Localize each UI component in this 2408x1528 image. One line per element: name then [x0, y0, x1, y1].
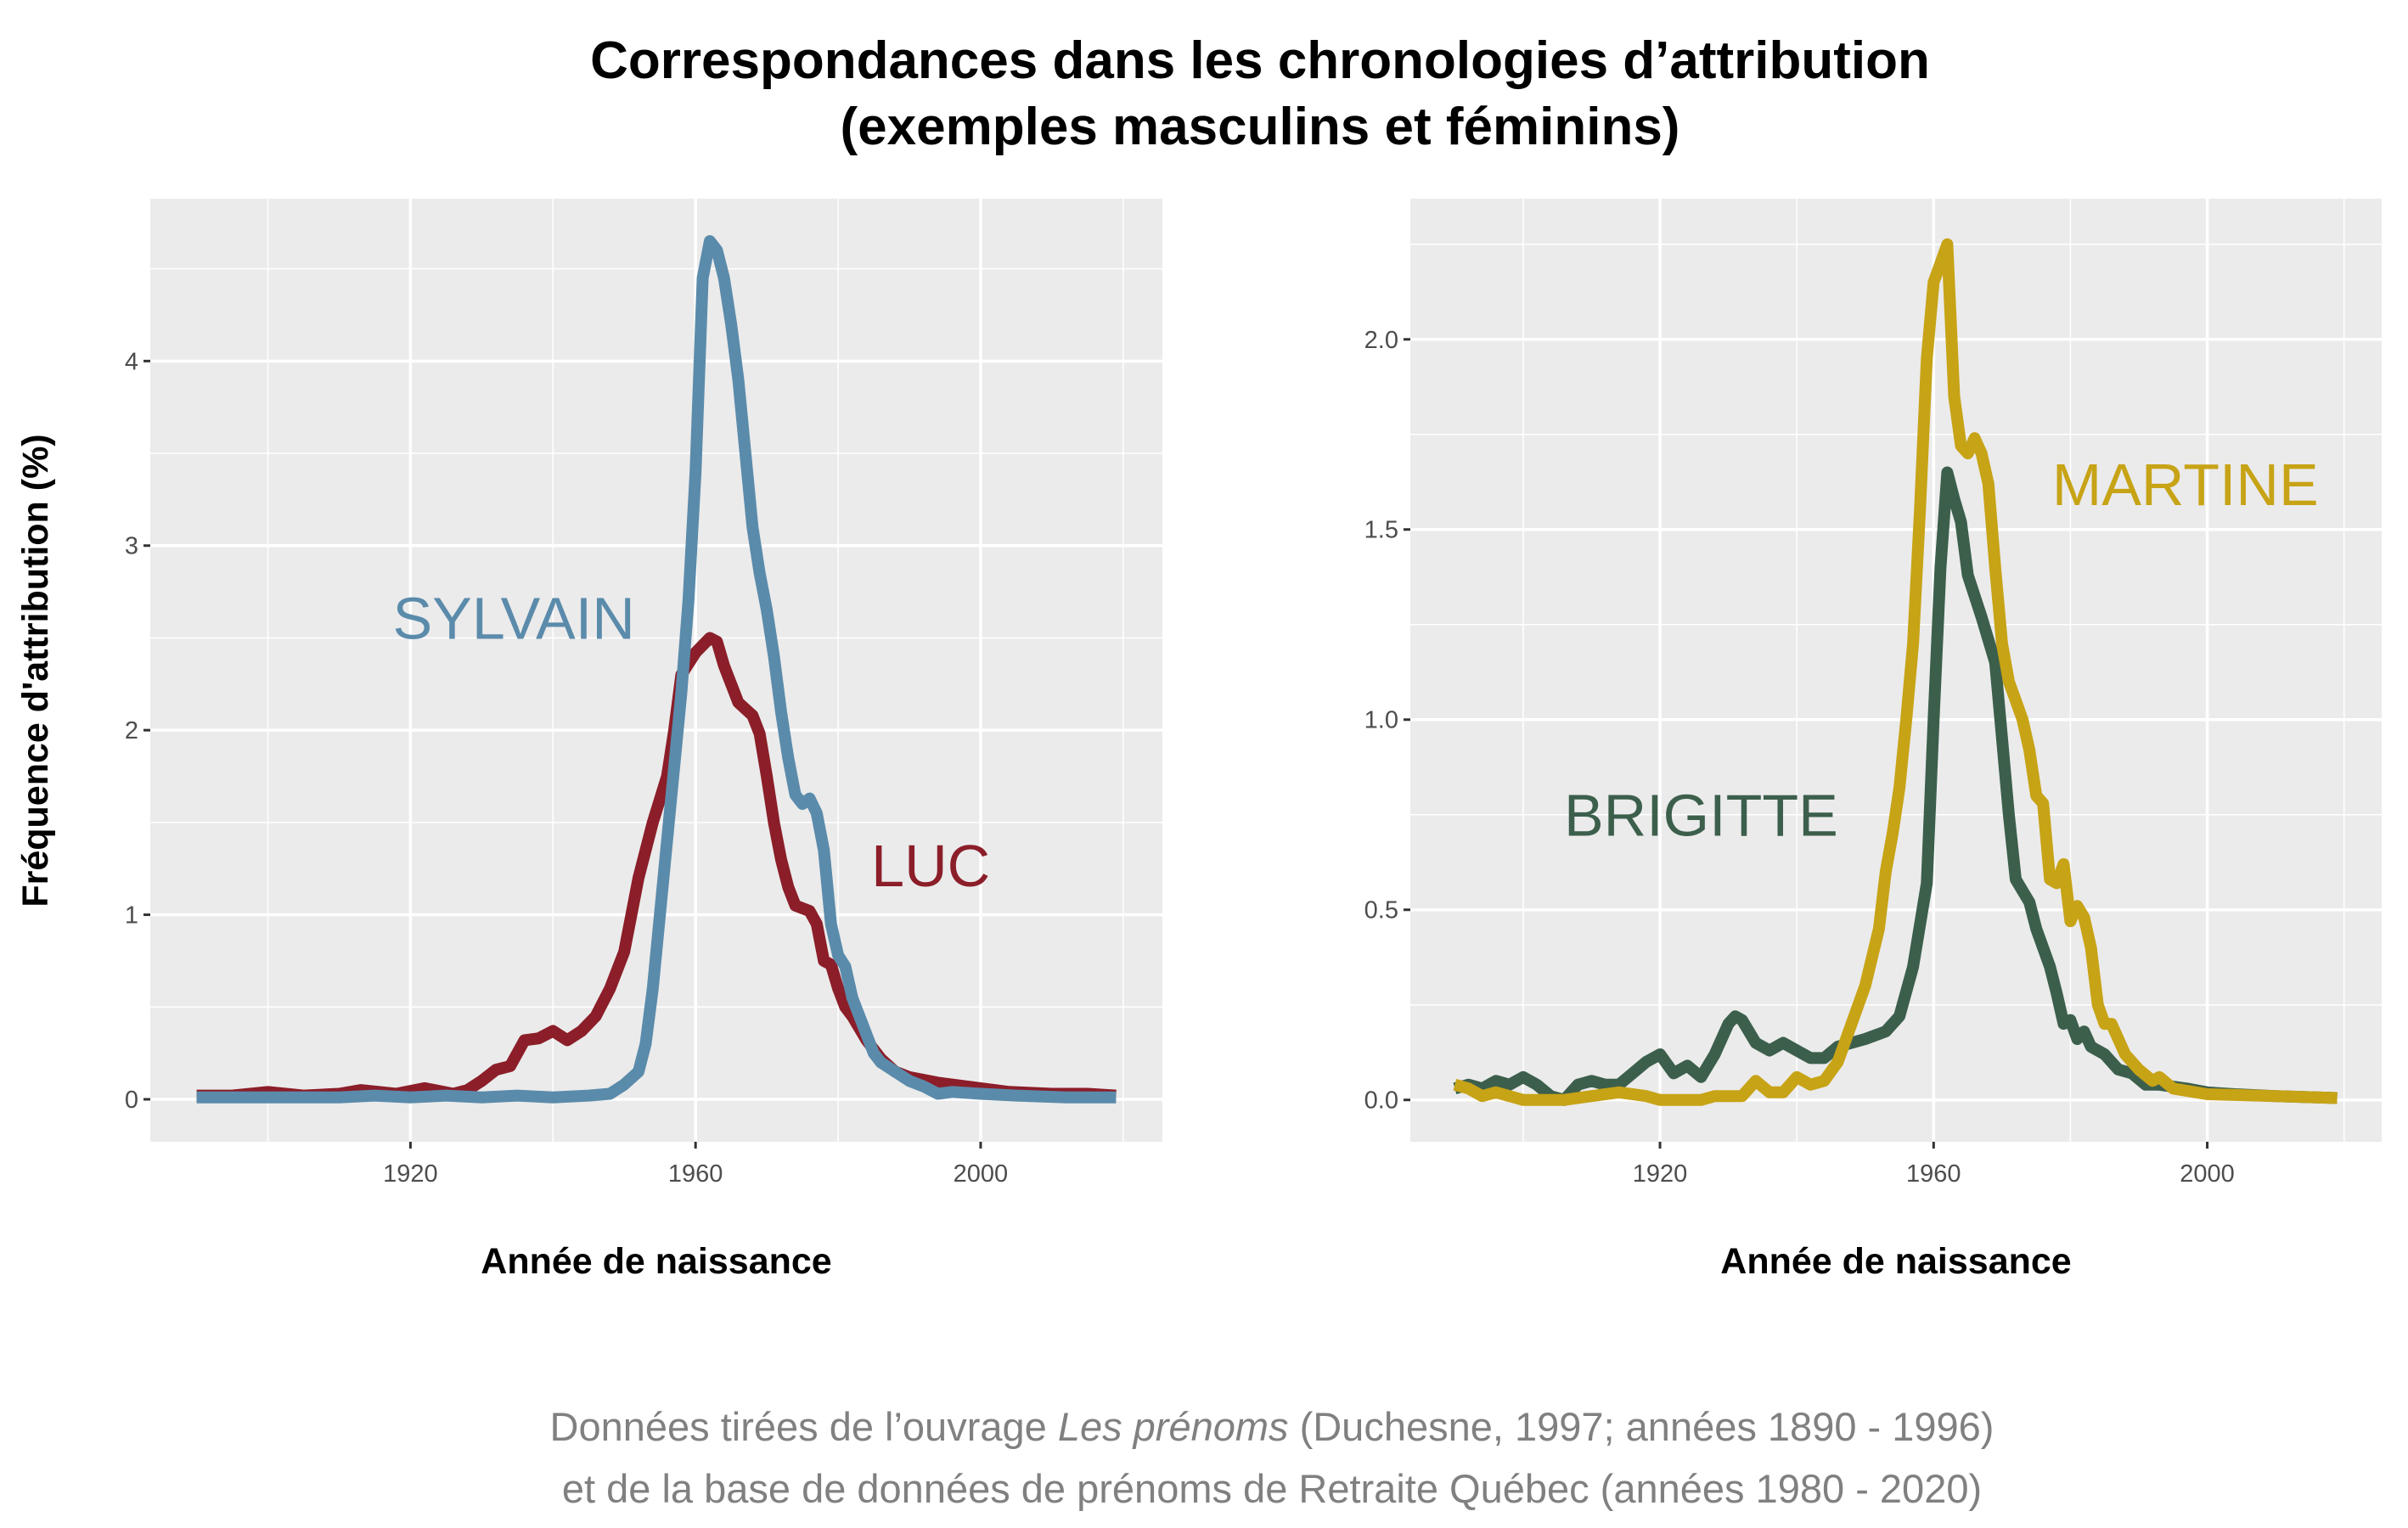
series-line-martine [1453, 238, 2338, 1106]
panel-1: 1920 1960 2000 0 1 2 3 4 LUC SYLVAIN Année de nais… [15, 199, 1162, 1282]
caption-line-1: Données tirées de l’ouvrage Les prénoms … [550, 1404, 1994, 1449]
x-tick-label: 2000 [2180, 1160, 2235, 1188]
y-tick-label: 1 [125, 902, 138, 930]
y-tick-label: 1.0 [1364, 707, 1398, 734]
y-tick-label: 0.0 [1364, 1087, 1398, 1115]
x-tick-label: 1920 [1633, 1160, 1688, 1188]
x-axis-title: Année de naissance [481, 1241, 831, 1282]
panel-2: 1920 1960 2000 0.0 0.5 1.0 1.5 2.0 BRIGITTE MARTI… [1364, 199, 2382, 1282]
y-tick-label: 2.0 [1364, 327, 1398, 354]
y-tick-label: 0.5 [1364, 897, 1398, 924]
series-label-brigitte: BRIGITTE [1564, 783, 1838, 849]
series-line-brigitte [1453, 466, 2338, 1106]
y-tick-label: 0 [125, 1087, 138, 1114]
series-label-martine: MARTINE [2052, 452, 2319, 518]
x-axis-title: Année de naissance [1720, 1241, 2071, 1282]
y-tick-label: 2 [125, 717, 138, 744]
x-tick-label: 1960 [668, 1160, 723, 1188]
x-tick-label: 2000 [954, 1160, 1009, 1188]
x-tick-label: 1960 [1906, 1160, 1961, 1188]
y-tick-label: 4 [125, 348, 138, 375]
series-label-sylvain: SYLVAIN [392, 586, 634, 652]
y-tick-label: 1.5 [1364, 517, 1398, 544]
series-line-sylvain [196, 235, 1117, 1104]
y-tick-label: 3 [125, 533, 138, 560]
y-axis-title: Fréquence d'attribution (%) [15, 434, 56, 907]
x-tick-label: 1920 [383, 1160, 438, 1188]
plot-background [1410, 199, 2382, 1142]
chart-title-line-1: Correspondances dans les chronologies d’… [590, 31, 1930, 90]
caption-line-2: et de la base de données de prénoms de R… [562, 1466, 1982, 1511]
chart-title-line-2: (exemples masculins et féminins) [841, 98, 1680, 156]
series-label-luc: LUC [871, 833, 990, 899]
